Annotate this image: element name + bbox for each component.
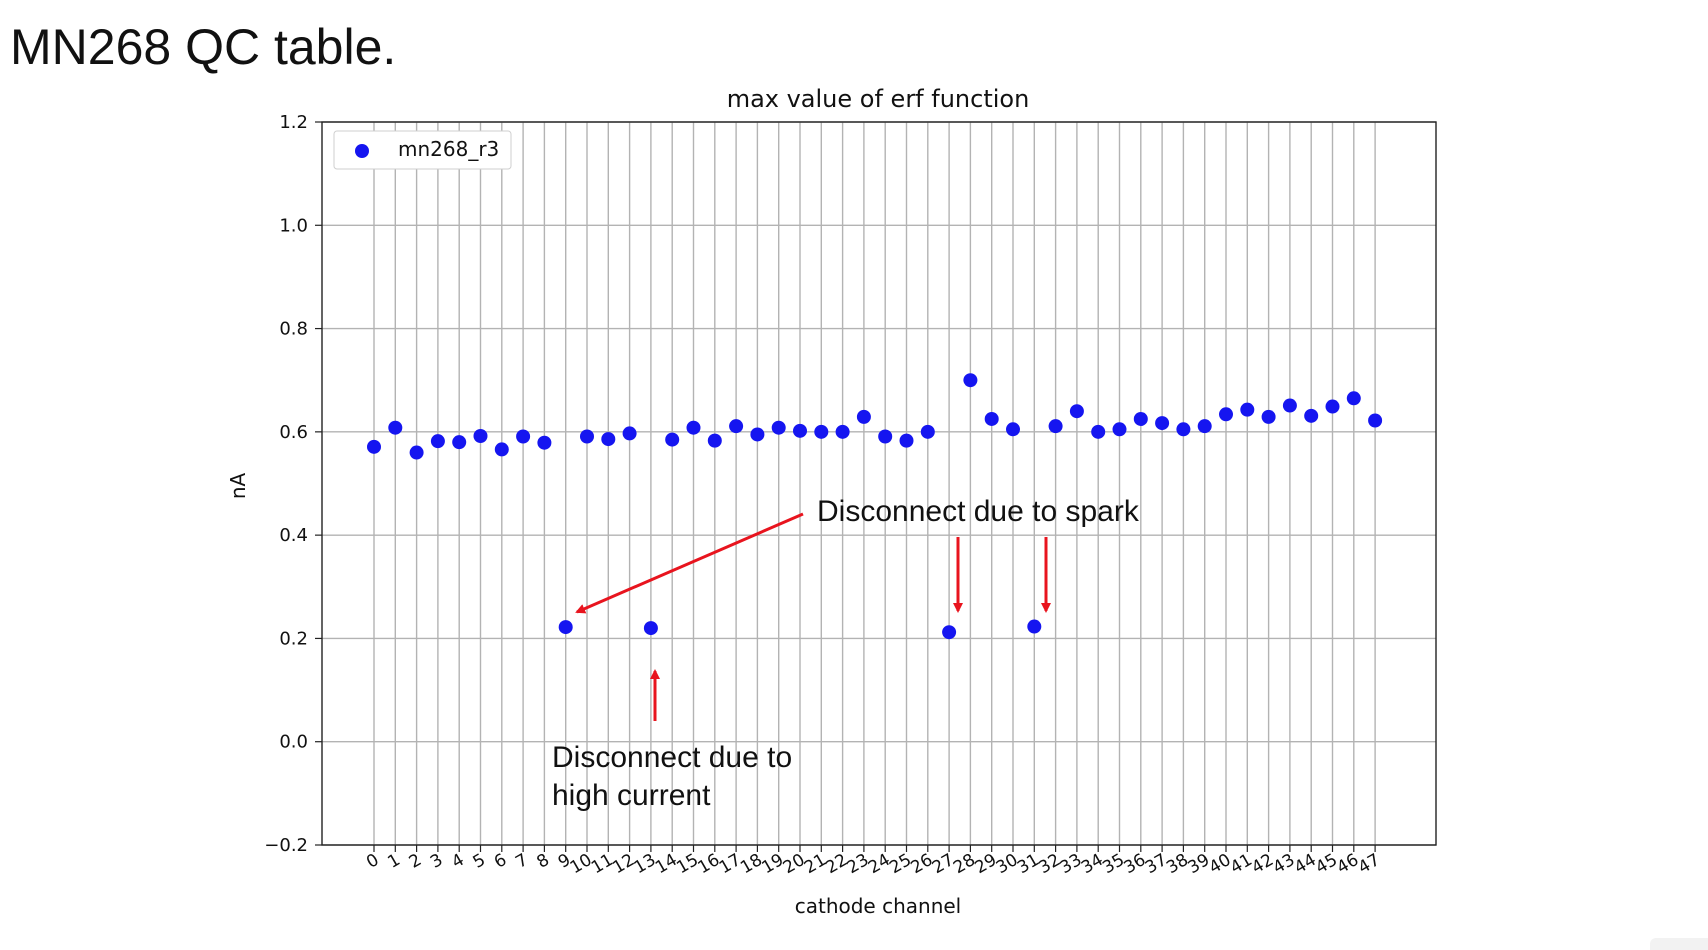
data-point-channel-41 [1240, 402, 1255, 417]
data-point-channel-36 [1133, 411, 1148, 426]
data-point-channel-40 [1219, 407, 1233, 422]
x-tick-label: 4 [448, 850, 467, 873]
corner-tab [1650, 938, 1708, 950]
data-point-channel-22 [835, 424, 850, 439]
data-point-channel-23 [856, 409, 871, 424]
y-tick-label: 0.4 [279, 525, 308, 546]
data-point-channel-9 [558, 620, 573, 635]
x-tick-label: 47 [1355, 850, 1384, 878]
data-point-channel-35 [1112, 422, 1127, 437]
data-point-channel-47 [1368, 413, 1383, 428]
x-tick-label: 2 [406, 850, 425, 873]
data-point-channel-3 [430, 434, 445, 449]
data-point-channel-32 [1048, 419, 1063, 434]
axes [315, 121, 1437, 852]
y-tick-label: 0.0 [279, 732, 308, 753]
data-point-channel-5 [473, 428, 488, 443]
annotation-spark-text: Disconnect due to spark [817, 495, 1140, 528]
data-point-channel-21 [814, 424, 829, 439]
legend-marker [355, 144, 369, 158]
data-points [367, 373, 1383, 640]
data-point-channel-6 [494, 442, 509, 457]
data-point-channel-43 [1282, 398, 1297, 413]
x-tick-label: 7 [512, 850, 531, 873]
data-point-channel-18 [750, 427, 765, 442]
y-tick-label: 1.2 [279, 112, 308, 133]
data-point-channel-25 [899, 433, 914, 448]
data-point-channel-30 [1006, 422, 1020, 437]
data-point-channel-10 [580, 429, 594, 444]
data-point-channel-27 [942, 625, 957, 640]
plot-frame [321, 121, 1437, 846]
annotation-high-current-line-2: high current [552, 779, 711, 812]
data-point-channel-16 [707, 433, 722, 448]
data-point-channel-4 [452, 435, 467, 450]
data-point-channel-28 [963, 373, 978, 388]
data-point-channel-15 [686, 420, 701, 435]
y-tick-label: 0.2 [279, 628, 308, 649]
legend-label-mn268_r3: mn268_r3 [398, 137, 499, 161]
data-point-channel-8 [537, 435, 552, 450]
data-point-channel-14 [665, 432, 680, 447]
data-point-channel-45 [1325, 399, 1340, 414]
y-tick-labels: 1.2 1.0 0.8 0.6 0.4 0.2 0.0 −0.2 [264, 112, 308, 856]
data-point-channel-19 [771, 420, 786, 435]
data-point-channel-2 [409, 445, 424, 460]
y-tick-label: 0.6 [279, 422, 308, 443]
y-tick-label: −0.2 [264, 835, 308, 856]
data-point-channel-33 [1069, 404, 1084, 419]
x-tick-label: 1 [384, 850, 403, 873]
slide-title: MN268 QC table. [10, 19, 397, 75]
data-point-channel-12 [622, 426, 637, 441]
data-point-channel-44 [1304, 408, 1319, 423]
annotation-spark: Disconnect due to spark [575, 495, 1140, 614]
x-tick-label: 5 [470, 850, 489, 873]
y-tick-label: 0.8 [279, 319, 308, 340]
y-tick-label: 1.0 [279, 215, 308, 236]
x-axis-label: cathode channel [795, 894, 962, 918]
data-point-channel-26 [920, 424, 935, 439]
annotation-high-current-line-1: Disconnect due to [552, 741, 792, 774]
data-point-channel-29 [984, 411, 999, 426]
data-point-channel-37 [1155, 416, 1170, 431]
data-point-channel-11 [601, 432, 616, 447]
x-tick-label: 8 [534, 850, 553, 873]
annotation-high-current: Disconnect due to high current [552, 669, 792, 812]
chart-title: max value of erf function [727, 85, 1030, 113]
x-tick-label: 6 [491, 850, 510, 873]
x-tick-label: 3 [427, 850, 446, 873]
data-point-channel-1 [388, 420, 403, 435]
y-axis-label: nA [226, 473, 250, 500]
data-point-channel-0 [367, 439, 381, 454]
arrow-to-channel-9 [575, 512, 804, 614]
data-point-channel-24 [878, 429, 893, 444]
data-point-channel-46 [1346, 391, 1361, 406]
data-point-channel-34 [1091, 424, 1106, 439]
legend-box [333, 130, 512, 170]
data-point-channel-7 [516, 429, 531, 444]
data-point-channel-17 [729, 419, 744, 434]
data-point-channel-38 [1176, 422, 1191, 437]
x-tick-labels: 0 1 2 3 4 5 6 7 8 9101112131415161718192021222324… [363, 850, 1383, 878]
data-point-channel-13 [643, 621, 658, 636]
data-point-channel-42 [1261, 409, 1276, 424]
data-point-channel-39 [1197, 419, 1212, 434]
legend: mn268_r3 [333, 130, 512, 170]
data-point-channel-31 [1027, 619, 1042, 634]
x-tick-label: 0 [363, 850, 382, 873]
gridlines [322, 121, 1436, 846]
data-point-channel-20 [793, 423, 807, 438]
